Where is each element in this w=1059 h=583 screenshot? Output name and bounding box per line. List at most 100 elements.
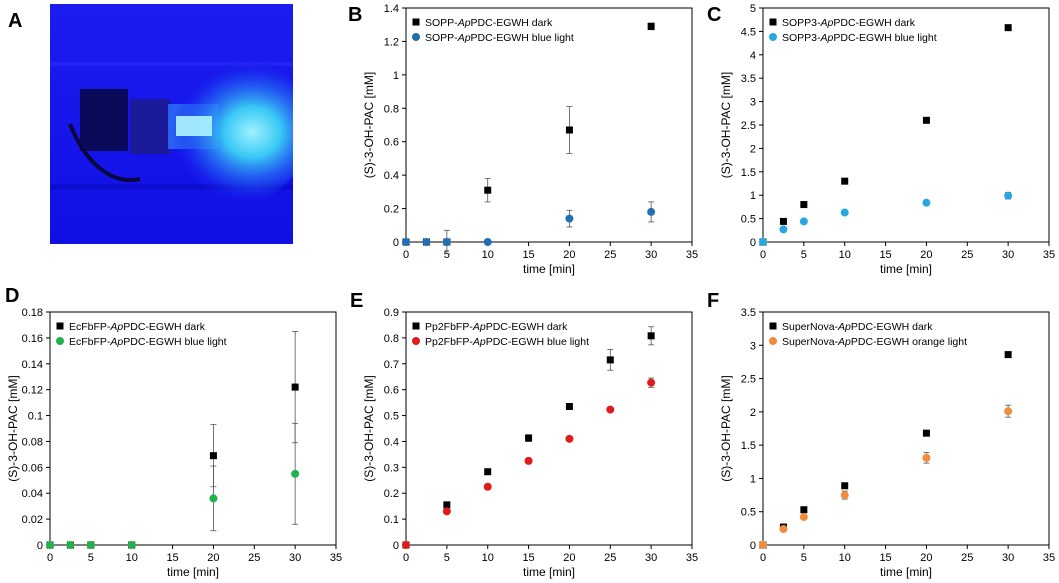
chart-d-x-tick-label: 15: [166, 552, 178, 564]
chart-d-y-tick-label: 0.1: [28, 411, 43, 423]
chart-d-y-tick-label: 0.18: [22, 307, 43, 319]
chart-c-legend-label-part: Ap: [820, 32, 834, 44]
chart-b-series-1-point: [647, 22, 655, 30]
chart-b-y-tick-label: 0.2: [384, 204, 399, 216]
chart-f-series-1-point: [922, 429, 930, 437]
chart-f-x-tick-label: 10: [839, 552, 851, 564]
chart-f-legend-label-part: Ap: [837, 336, 851, 348]
panel-label-a: A: [8, 10, 23, 32]
chart-d-y-axis-label: (S)-3-OH-PAC [mM]: [6, 375, 20, 481]
chart-b-x-tick-label: 20: [563, 249, 575, 261]
chart-e-series-2-point: [442, 507, 451, 516]
chart-f-x-tick-label: 30: [1002, 552, 1014, 564]
chart-e-series-1-point: [525, 434, 533, 442]
chart-f-series-2-point: [779, 525, 788, 534]
chart-f-x-axis-label: time [min]: [880, 565, 932, 579]
chart-d-y-tick-label: 0.14: [22, 359, 43, 371]
chart-e-legend-label-part: Ap: [472, 321, 486, 333]
chart-f-series-2-point: [759, 541, 767, 549]
chart-d-legend-label: EcFbFP-ApPDC-EGWH dark: [69, 321, 206, 333]
chart-f-legend-label-part: Ap: [837, 321, 851, 333]
chart-b-plot-frame: [405, 7, 693, 243]
chart-e-series-2-point: [565, 434, 574, 443]
chart-e-legend-label: Pp2FbFP-ApPDC-EGWH blue light: [425, 336, 589, 348]
chart-c-x-tick-label: 0: [760, 249, 766, 261]
chart-e-y-axis-label: (S)-3-OH-PAC [mM]: [362, 375, 376, 481]
chart-d-x-tick-label: 5: [88, 552, 94, 564]
chart-c-legend-label-part: SOPP3-: [782, 32, 821, 44]
photo-cable: [68, 123, 141, 183]
chart-c-x-tick-label: 20: [920, 249, 932, 261]
chart-b-x-tick-label: 10: [482, 249, 494, 261]
chart-f-plot-frame: [762, 311, 1050, 546]
chart-b-legend-marker: [412, 18, 420, 26]
panel-label-e: E: [350, 290, 364, 312]
chart-c-x-tick-label: 30: [1002, 249, 1014, 261]
chart-e-legend-label-part: Pp2FbFP-: [425, 336, 473, 348]
chart-e-y-tick-label: 0.9: [384, 307, 399, 319]
chart-b-x-tick-label: 15: [522, 249, 534, 261]
chart-d-x-tick-label: 35: [330, 552, 342, 564]
chart-e-series-2-point: [647, 378, 656, 387]
chart-b-y-tick-label: 1.2: [384, 36, 399, 48]
chart-e-x-tick-label: 35: [686, 552, 698, 564]
chart-c-series-2-point: [759, 238, 767, 246]
chart-c-x-tick-label: 10: [839, 249, 851, 261]
chart-f-legend-marker: [769, 337, 777, 345]
chart-c-y-tick-label: 4.5: [741, 26, 756, 38]
photo-device-body: [80, 89, 128, 151]
chart-d-legend-label-part: EcFbFP-: [69, 336, 111, 348]
chart-f-y-tick-label: 2.5: [741, 374, 756, 386]
chart-d-x-tick-label: 20: [207, 552, 219, 564]
chart-b-legend-label-part: SOPP-: [425, 17, 458, 29]
chart-b-y-axis-label: (S)-3-OH-PAC [mM]: [362, 72, 376, 178]
chart-e-y-tick-label: 0.1: [384, 514, 399, 526]
chart-d-series-2-point: [46, 541, 54, 549]
chart-d-series-2-point: [127, 541, 136, 549]
chart-f-x-tick-label: 20: [920, 552, 932, 564]
blue-light-photo: [50, 4, 293, 244]
chart-b-x-tick-label: 25: [604, 249, 616, 261]
chart-c-series-1-point: [800, 201, 808, 209]
panel-label-c: C: [707, 4, 722, 26]
chart-d: 0 0.02 0.04 0.06 0.08 0.1 0.12 0.14 0.16 0.18 0 5 10…: [6, 307, 342, 579]
chart-d-y-tick-label: 0.02: [22, 514, 43, 526]
chart-c-y-tick-label: 2.5: [741, 120, 756, 132]
chart-d-x-tick-label: 0: [47, 552, 53, 564]
chart-c-series-2-point: [1004, 191, 1013, 200]
chart-e-x-tick-label: 30: [645, 552, 657, 564]
chart-e-y-tick-label: 0.6: [384, 385, 399, 397]
photo-led-strip: [176, 116, 212, 136]
chart-b: 0 0.2 0.4 0.6 0.8 1 1.2 1.4 0 5 10 15 20 25 30 35 time […: [362, 3, 698, 276]
chart-f-series-1-point: [800, 506, 808, 514]
chart-c-x-tick-label: 25: [961, 249, 973, 261]
chart-f-legend-label-part: SuperNova-: [782, 336, 839, 348]
panel-label-d: D: [5, 285, 20, 307]
chart-f-legend-label-part: SuperNova-: [782, 321, 839, 333]
chart-d-x-tick-label: 10: [126, 552, 138, 564]
chart-b-series-2-point: [442, 238, 451, 246]
chart-e-series-1-point: [647, 332, 655, 340]
chart-c-legend-label-part: PDC-EGWH dark: [833, 17, 915, 29]
chart-d-x-tick-label: 30: [289, 552, 301, 564]
chart-b-legend-label-part: SOPP-: [425, 32, 458, 44]
chart-d-series-2-point: [66, 541, 75, 549]
chart-e-legend-label-part: Ap: [472, 336, 486, 348]
chart-b-series-2-point: [483, 238, 492, 246]
chart-f-y-tick-label: 2: [750, 407, 756, 419]
chart-d-y-tick-label: 0.06: [22, 462, 43, 474]
chart-e-series-1-point: [606, 356, 614, 364]
chart-e-y-tick-label: 0.5: [384, 411, 399, 423]
chart-e-series-2-point: [524, 456, 533, 465]
chart-c-legend-marker: [769, 18, 777, 26]
chart-e-x-axis-label: time [min]: [523, 565, 575, 579]
chart-d-legend-marker: [56, 322, 64, 330]
chart-e-legend-marker: [412, 337, 420, 345]
chart-f-x-tick-label: 15: [879, 552, 891, 564]
chart-e-x-tick-label: 25: [604, 552, 616, 564]
chart-f-series-1-point: [841, 482, 849, 490]
chart-d-y-tick-label: 0.12: [22, 385, 43, 397]
chart-e-series-1-point: [484, 468, 492, 476]
chart-f-legend-label: SuperNova-ApPDC-EGWH dark: [782, 321, 933, 333]
